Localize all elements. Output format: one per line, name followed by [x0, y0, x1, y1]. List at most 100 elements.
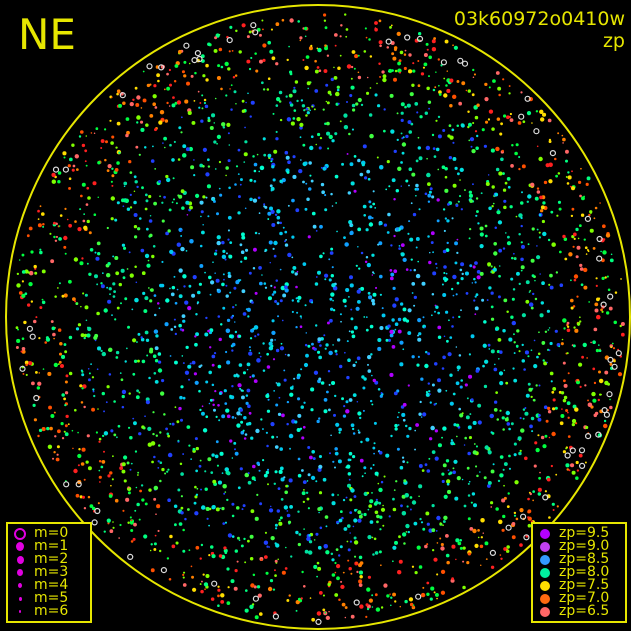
star-point: [363, 466, 367, 470]
star-point: [63, 481, 70, 488]
star-point: [609, 258, 614, 263]
star-point: [246, 388, 251, 393]
star-point: [502, 172, 505, 175]
star-point: [307, 446, 311, 449]
zp-color-dot-icon: [539, 541, 551, 552]
star-point: [324, 611, 327, 614]
star-point: [318, 491, 323, 495]
star-point: [386, 46, 389, 49]
star-point: [576, 322, 581, 326]
star-point: [412, 605, 415, 608]
star-point: [543, 405, 548, 409]
star-point: [589, 228, 594, 233]
star-point: [610, 253, 613, 256]
star-point: [207, 165, 211, 168]
star-point: [573, 326, 576, 329]
star-point: [59, 214, 63, 217]
star-point: [367, 363, 369, 366]
star-point: [444, 217, 447, 220]
star-point: [454, 241, 458, 246]
star-point: [97, 346, 102, 351]
star-point: [250, 100, 255, 105]
star-point: [64, 252, 67, 255]
star-point: [404, 34, 411, 41]
star-point: [329, 452, 331, 455]
star-point: [572, 404, 577, 409]
star-point: [369, 87, 372, 89]
star-point: [435, 530, 438, 532]
star-point: [497, 338, 502, 342]
star-point: [86, 262, 89, 265]
star-point: [334, 132, 338, 136]
star-point: [198, 365, 202, 368]
star-point: [284, 150, 289, 155]
star-point: [275, 348, 280, 353]
star-point: [388, 185, 391, 188]
star-point: [190, 74, 194, 78]
star-point: [233, 586, 238, 591]
star-point: [185, 147, 190, 152]
star-point: [470, 145, 473, 148]
star-point: [266, 409, 271, 413]
star-point: [420, 521, 424, 524]
star-point: [584, 246, 588, 250]
star-point: [367, 575, 371, 579]
star-point: [474, 295, 477, 298]
star-point: [166, 101, 169, 105]
star-point: [403, 66, 407, 70]
star-point: [140, 337, 145, 342]
star-point: [399, 605, 401, 608]
star-point: [178, 323, 182, 328]
star-point: [53, 337, 55, 340]
star-point: [374, 21, 378, 25]
star-point: [333, 413, 336, 417]
star-point: [429, 401, 432, 404]
star-point: [273, 482, 276, 485]
star-point: [239, 467, 243, 471]
star-point: [442, 520, 446, 523]
star-point: [503, 114, 507, 118]
star-point: [357, 75, 362, 80]
star-point: [335, 422, 340, 427]
star-point: [575, 476, 579, 480]
star-point: [116, 201, 120, 205]
star-point: [325, 615, 330, 620]
star-point: [427, 193, 432, 198]
star-point: [50, 414, 55, 418]
star-point: [73, 257, 79, 262]
star-point: [200, 589, 204, 594]
star-point: [347, 472, 352, 476]
star-point: [307, 507, 310, 510]
star-point: [81, 387, 84, 390]
star-point: [314, 282, 319, 286]
star-point: [342, 571, 345, 574]
star-point: [153, 455, 156, 459]
star-point: [379, 326, 384, 331]
star-point: [448, 472, 451, 476]
star-point: [594, 411, 599, 416]
star-point: [424, 544, 428, 549]
star-point: [161, 467, 165, 472]
star-point: [519, 543, 523, 547]
star-point: [301, 491, 306, 496]
star-point: [440, 543, 444, 547]
star-point: [208, 402, 211, 405]
star-point: [372, 190, 375, 193]
star-point: [442, 129, 446, 132]
star-point: [570, 214, 574, 218]
star-point: [287, 252, 292, 258]
star-point: [389, 372, 394, 377]
star-point: [399, 71, 401, 74]
magnitude-label: m=0: [34, 525, 69, 541]
star-point: [154, 128, 157, 132]
magnitude-legend: m=0 m=1 m=2 m=3 m=4 m=5 m=6: [6, 522, 92, 623]
star-point: [77, 453, 82, 459]
star-point: [346, 101, 348, 103]
star-point: [475, 197, 479, 200]
star-point: [322, 608, 326, 612]
star-point: [135, 145, 139, 149]
star-point: [441, 472, 445, 476]
star-point: [415, 195, 417, 197]
star-point: [357, 227, 362, 232]
star-point: [153, 294, 157, 297]
